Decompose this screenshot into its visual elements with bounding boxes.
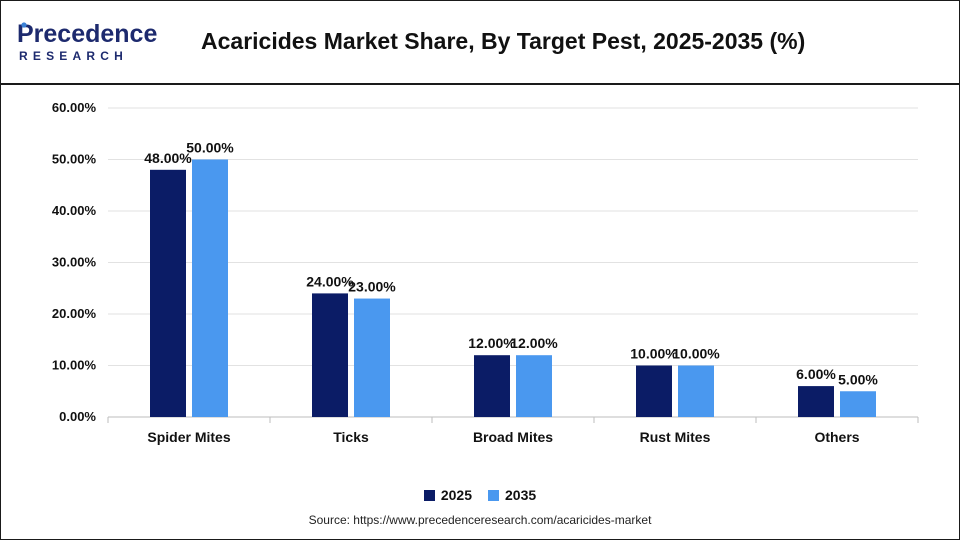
data-label: 6.00% — [796, 366, 836, 382]
data-label: 50.00% — [186, 140, 234, 156]
x-tick-label: Spider Mites — [147, 429, 230, 445]
bar-2035-spider-mites — [192, 159, 228, 417]
bar-2025-ticks — [312, 293, 348, 417]
legend-label-2035: 2035 — [505, 487, 537, 503]
chart-title: Acaricides Market Share, By Target Pest,… — [201, 28, 806, 54]
logo-accent-dot — [21, 22, 27, 28]
legend: 2025 2035 — [1, 487, 959, 503]
data-label: 23.00% — [348, 279, 396, 295]
header-bar: Precedence RESEARCH Acaricides Market Sh… — [1, 1, 959, 85]
data-label: 5.00% — [838, 371, 878, 387]
bar-2025-spider-mites — [150, 169, 186, 417]
source-note: Source: https://www.precedenceresearch.c… — [308, 513, 652, 527]
y-tick-label: 40.00% — [52, 203, 97, 218]
logo-subtitle: RESEARCH — [19, 49, 128, 63]
x-tick-label: Others — [814, 429, 859, 445]
x-tick-label: Ticks — [333, 429, 369, 445]
y-tick-label: 10.00% — [52, 358, 97, 373]
x-tick-label: Broad Mites — [473, 429, 553, 445]
legend-label-2025: 2025 — [440, 487, 472, 503]
data-label: 10.00% — [630, 346, 678, 362]
data-label: 12.00% — [468, 335, 516, 351]
y-tick-label: 30.00% — [52, 255, 97, 270]
x-tick-label: Rust Mites — [640, 429, 711, 445]
data-label: 12.00% — [510, 335, 558, 351]
bar-2035-ticks — [354, 298, 390, 417]
y-tick-label: 60.00% — [52, 100, 97, 115]
legend-item-2035: 2035 — [488, 487, 536, 503]
y-tick-label: 50.00% — [52, 152, 97, 167]
y-tick-label: 0.00% — [59, 409, 96, 424]
bar-2035-others — [840, 391, 876, 417]
data-label: 24.00% — [306, 273, 354, 289]
data-label: 10.00% — [672, 346, 720, 362]
y-tick-label: 20.00% — [52, 306, 97, 321]
bar-chart: 0.00% 10.00% 20.00% 30.00% 40.00% 50.00% 60.00… — [52, 100, 919, 445]
precedence-research-logo: Precedence RESEARCH — [17, 20, 157, 63]
data-label: 48.00% — [144, 150, 192, 166]
bar-2025-others — [798, 386, 834, 417]
bar-2035-rust-mites — [678, 365, 714, 417]
legend-swatch-2025 — [423, 489, 435, 501]
bar-2025-broad-mites — [474, 355, 510, 417]
bar-2035-broad-mites — [516, 355, 552, 417]
legend-swatch-2035 — [488, 489, 499, 501]
bar-2025-rust-mites — [636, 365, 672, 417]
legend-item-2025: 2025 — [423, 487, 472, 503]
logo-wordmark: Precedence — [17, 20, 157, 48]
